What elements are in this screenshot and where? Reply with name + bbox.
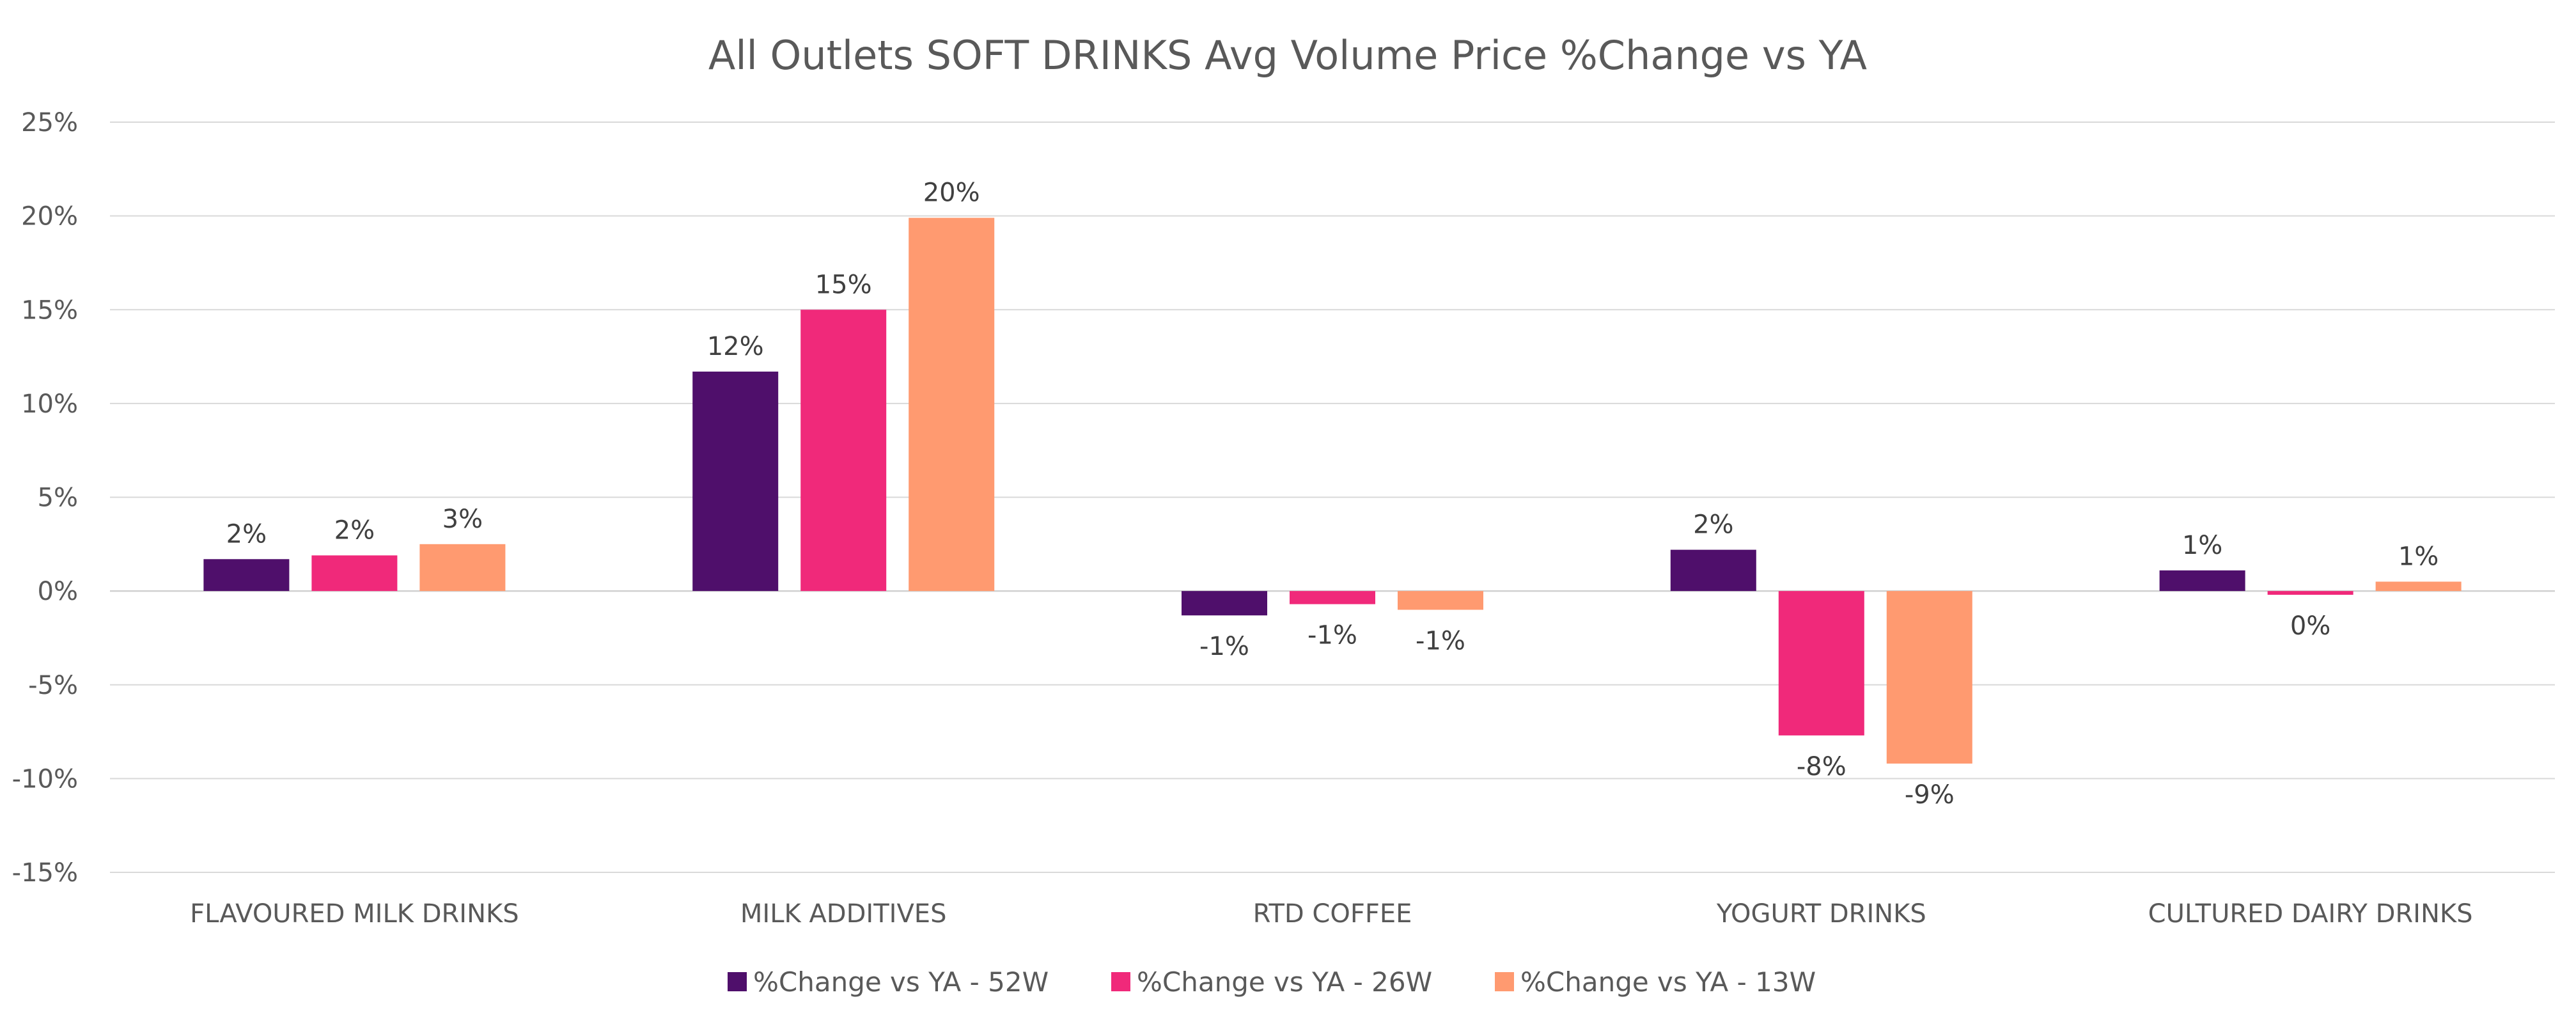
x-category-label: FLAVOURED MILK DRINKS: [190, 899, 519, 929]
legend-swatch: [1495, 972, 1514, 991]
chart-title: All Outlets SOFT DRINKS Avg Volume Price…: [708, 32, 1867, 79]
y-tick-label: 10%: [21, 389, 78, 419]
y-tick-label: 5%: [38, 483, 78, 513]
data-label: 15%: [815, 270, 872, 299]
bar: [1778, 591, 1864, 735]
y-tick-label: -15%: [12, 858, 78, 888]
bar: [1182, 591, 1267, 616]
y-tick-label: 15%: [21, 295, 78, 325]
legend-label: %Change vs YA - 52W: [753, 966, 1049, 998]
data-label: -1%: [1308, 621, 1357, 650]
bar: [2159, 570, 2245, 592]
data-label: 12%: [707, 332, 764, 361]
data-label: 0%: [2290, 611, 2330, 641]
legend-label: %Change vs YA - 26W: [1137, 966, 1432, 998]
bar: [203, 559, 290, 592]
y-tick-label: 25%: [21, 108, 78, 138]
bar: [1398, 591, 1483, 610]
y-tick-label: 20%: [21, 202, 78, 232]
y-tick-label: -5%: [28, 671, 78, 700]
x-category-label: RTD COFFEE: [1253, 899, 1412, 929]
legend-swatch: [728, 972, 747, 991]
data-label: 20%: [923, 178, 980, 208]
data-labels: 2% 2% 3% 12% 15% 20% -1% -1% -1% 2% -8% -9% 1% 0% 1%: [226, 178, 2439, 810]
y-tick-label: 0%: [38, 577, 78, 606]
data-label: -8%: [1797, 752, 1846, 782]
data-label: 2%: [334, 515, 375, 545]
legend: %Change vs YA - 52W %Change vs YA - 26W %C…: [728, 966, 1816, 998]
data-label: -9%: [1905, 780, 1955, 810]
bars: [203, 217, 2462, 764]
data-label: 3%: [442, 505, 483, 534]
bar: [1670, 549, 1756, 592]
data-label: 2%: [1693, 510, 1733, 540]
x-category-label: YOGURT DRINKS: [1716, 899, 1926, 929]
bar: [800, 310, 887, 592]
gridlines: [110, 122, 2555, 873]
legend-label: %Change vs YA - 13W: [1520, 966, 1816, 998]
bar: [1290, 591, 1375, 604]
x-category-label: CULTURED DAIRY DRINKS: [2148, 899, 2473, 929]
bar: [909, 217, 995, 592]
data-label: -1%: [1416, 626, 1465, 656]
bar: [2267, 591, 2354, 595]
bar: [419, 544, 506, 592]
legend-swatch: [1111, 972, 1130, 991]
bar: [2375, 581, 2462, 592]
data-label: 1%: [2398, 542, 2439, 571]
y-axis-ticks: 25% 20% 15% 10% 5% 0% -5% -10% -15%: [12, 108, 78, 888]
data-label: -1%: [1199, 632, 1249, 661]
x-category-label: MILK ADDITIVES: [740, 899, 947, 929]
data-label: 2%: [226, 519, 267, 549]
y-tick-label: -10%: [12, 764, 78, 794]
bar: [692, 372, 779, 592]
data-label: 1%: [2182, 531, 2222, 560]
bar: [311, 555, 398, 592]
bar: [1886, 591, 1972, 764]
x-axis-categories: FLAVOURED MILK DRINKS MILK ADDITIVES RTD C…: [190, 899, 2472, 929]
